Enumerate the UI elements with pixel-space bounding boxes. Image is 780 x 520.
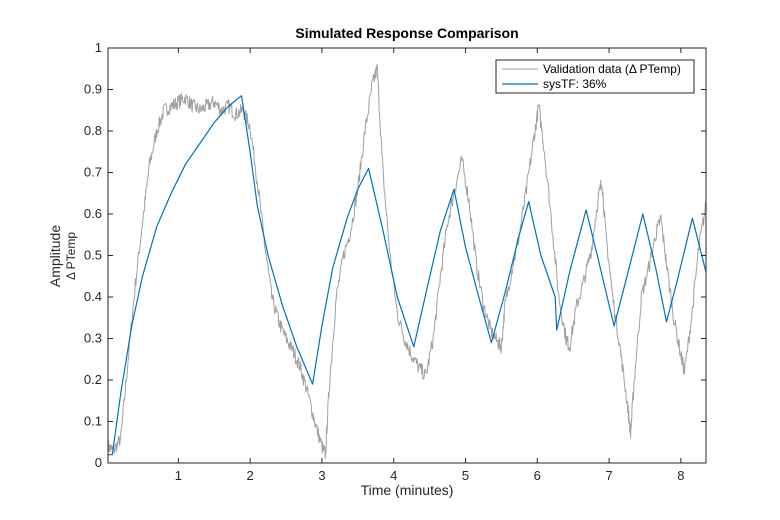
x-tick-label: 5 — [462, 468, 469, 483]
legend: Validation data (Δ PTemp) sysTF: 36% — [495, 59, 695, 94]
x-axis-ticks: 1 2 3 4 5 6 7 8 — [175, 48, 684, 483]
legend-label-validation: Validation data (Δ PTemp) — [543, 62, 681, 76]
legend-label-model: sysTF: 36% — [543, 77, 607, 91]
y-tick-label: 0.3 — [84, 331, 102, 346]
y-tick-label: 0 — [95, 455, 102, 470]
y-tick-label: 0.7 — [84, 165, 102, 180]
x-tick-label: 3 — [318, 468, 325, 483]
x-tick-label: 4 — [390, 468, 397, 483]
y-tick-label: 0.1 — [84, 414, 102, 429]
y-tick-label: 1 — [95, 40, 102, 55]
plot-area — [108, 48, 706, 463]
y-tick-label: 0.4 — [84, 289, 102, 304]
y-axis-sublabel: Δ PTemp — [64, 232, 78, 280]
x-tick-label: 8 — [677, 468, 684, 483]
x-tick-label: 1 — [175, 468, 182, 483]
series-line-validation — [107, 63, 707, 459]
y-tick-label: 0.6 — [84, 206, 102, 221]
y-axis-label: Amplitude — [47, 225, 63, 287]
legend-box — [495, 59, 695, 94]
data-layer — [107, 63, 707, 459]
x-tick-label: 6 — [534, 468, 541, 483]
y-tick-label: 0.8 — [84, 123, 102, 138]
series-line-model — [108, 95, 707, 456]
y-axis-ticks: 0 0.1 0.2 0.3 0.4 0.5 0.6 0.7 0.8 0.9 1 — [84, 40, 706, 470]
y-tick-label: 0.5 — [84, 248, 102, 263]
x-axis-label: Time (minutes) — [361, 482, 454, 498]
chart-title: Simulated Response Comparison — [295, 25, 518, 41]
x-tick-label: 7 — [605, 468, 612, 483]
x-tick-label: 2 — [247, 468, 254, 483]
y-tick-label: 0.9 — [84, 82, 102, 97]
y-tick-label: 0.2 — [84, 372, 102, 387]
